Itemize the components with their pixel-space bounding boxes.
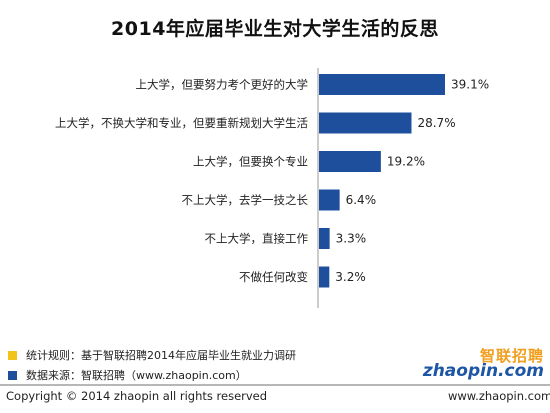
bar [319,112,412,134]
category-label: 不上大学，去学一技之长 [182,193,309,207]
chart-title: 2014年应届毕业生对大学生活的反思 [111,18,439,40]
bar [319,74,445,95]
value-label: 28.7% [417,116,455,130]
logo-chinese-text: 智联招聘 [479,347,544,365]
legend-text-source: 数据来源：智联招聘（www.zhaopin.com） [26,369,247,382]
legend-item-source: 数据来源：智联招聘（www.zhaopin.com） [8,365,296,385]
category-label: 上大学，但要换个专业 [193,155,308,169]
value-label: 3.2% [335,270,366,284]
website-text: www.zhaopin.com [448,389,550,403]
value-label: 3.3% [336,232,367,246]
category-label: 上大学，不换大学和专业，但要重新规划大学生活 [55,116,308,130]
value-label: 19.2% [387,155,425,169]
bar-chart: 上大学，但要努力考个更好的大学 39.1% 上大学，不换大学和专业，但要重新规划大学… [55,68,489,308]
category-label: 不上大学，直接工作 [205,232,309,246]
legend-swatch-rule [8,350,17,360]
logo-english-text: zhaopin.com [422,361,544,381]
copyright-text: Copyright © 2014 zhaopin all rights rese… [6,389,268,403]
legend: 统计规则：基于智联招聘2014年应届毕业生就业力调研 数据来源：智联招聘（www… [8,345,296,385]
legend-item-rule: 统计规则：基于智联招聘2014年应届毕业生就业力调研 [8,345,296,365]
bar [319,151,381,172]
legend-swatch-source [8,370,17,380]
legend-text-rule: 统计规则：基于智联招聘2014年应届毕业生就业力调研 [26,349,296,362]
bar [319,266,330,288]
category-label: 上大学，但要努力考个更好的大学 [136,78,309,92]
bar [319,228,330,249]
zhaopin-logo: 智联招聘 zhaopin.com [423,345,544,393]
footer-divider [0,384,550,386]
value-label: 6.4% [346,193,377,207]
bar [319,189,340,211]
category-label: 不做任何改变 [239,270,308,284]
value-label: 39.1% [451,78,489,92]
